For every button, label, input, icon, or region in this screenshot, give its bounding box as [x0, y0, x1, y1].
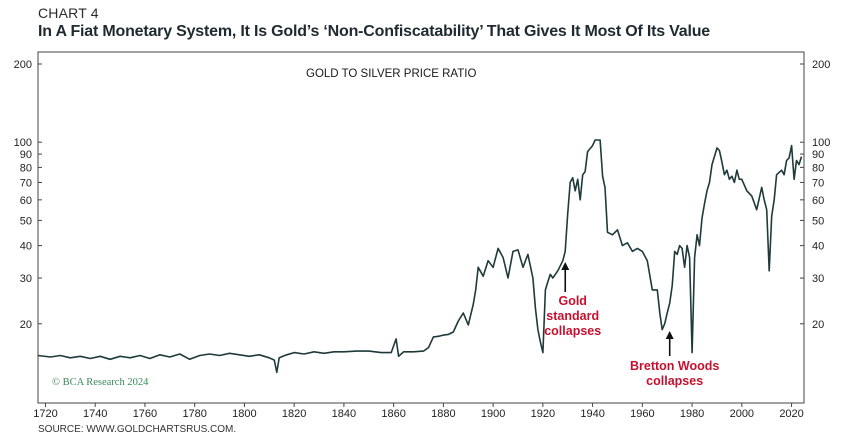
x-axis: 1720 1740 1760 1780 1800 1820 1840 1860 1880 1900… [33, 403, 804, 420]
x-tick-1780: 1780 [182, 408, 206, 420]
y-tick-left-70: 70 [20, 177, 32, 189]
y-tick-right-30: 30 [812, 273, 824, 285]
x-tick-1940: 1940 [580, 408, 604, 420]
source-note: SOURCE: WWW.GOLDCHARTSRUS.COM. [38, 424, 237, 435]
x-tick-1740: 1740 [83, 408, 107, 420]
y-tick-left-40: 40 [20, 241, 32, 253]
x-tick-1860: 1860 [381, 408, 405, 420]
y-tick-right-200: 200 [812, 59, 830, 71]
x-tick-1880: 1880 [431, 408, 455, 420]
y-tick-left-200: 200 [14, 59, 32, 71]
arrowhead-bretton-woods [665, 331, 674, 339]
x-tick-1920: 1920 [531, 408, 555, 420]
y-tick-right-100: 100 [812, 137, 830, 149]
y-tick-left-30: 30 [20, 273, 32, 285]
x-tick-1980: 1980 [680, 408, 704, 420]
x-tick-1720: 1720 [33, 408, 57, 420]
annotation-gold-standard-line: standard [546, 309, 599, 323]
annotation-gold-standard-line: Gold [558, 294, 586, 308]
x-tick-2020: 2020 [779, 408, 803, 420]
chart-inner-title: GOLD TO SILVER PRICE RATIO [306, 68, 476, 80]
y-tick-left-60: 60 [20, 195, 32, 207]
x-tick-1900: 1900 [481, 408, 505, 420]
y-tick-right-90: 90 [812, 149, 824, 161]
x-tick-2000: 2000 [730, 408, 754, 420]
y-tick-right-70: 70 [812, 177, 824, 189]
x-tick-1820: 1820 [282, 408, 306, 420]
plot-frame [37, 51, 805, 404]
y-tick-right-20: 20 [812, 319, 824, 331]
y-tick-left-50: 50 [20, 215, 32, 227]
x-tick-1840: 1840 [332, 408, 356, 420]
arrowhead-gold-standard [561, 262, 570, 270]
y-tick-right-50: 50 [812, 215, 824, 227]
y-tick-right-40: 40 [812, 241, 824, 253]
annotation-bretton-woods-line: Bretton Woods [630, 359, 719, 373]
copyright-label: © BCA Research 2024 [52, 377, 149, 388]
y-tick-right-60: 60 [812, 195, 824, 207]
annotation-gold-standard-line: collapses [544, 324, 601, 338]
y-tick-right-80: 80 [812, 162, 824, 174]
x-tick-1800: 1800 [232, 408, 256, 420]
y-tick-left-90: 90 [20, 149, 32, 161]
x-tick-1960: 1960 [630, 408, 654, 420]
chart-label: CHART 4 [38, 5, 99, 21]
gold-silver-ratio-line [37, 139, 803, 374]
y-tick-left-20: 20 [20, 319, 32, 331]
x-tick-1760: 1760 [133, 408, 157, 420]
y-tick-left-100: 100 [14, 137, 32, 149]
chart-title: In A Fiat Monetary System, It Is Gold’s … [38, 23, 710, 40]
y-tick-left-80: 80 [20, 162, 32, 174]
annotation-bretton-woods-line: collapses [646, 374, 703, 388]
